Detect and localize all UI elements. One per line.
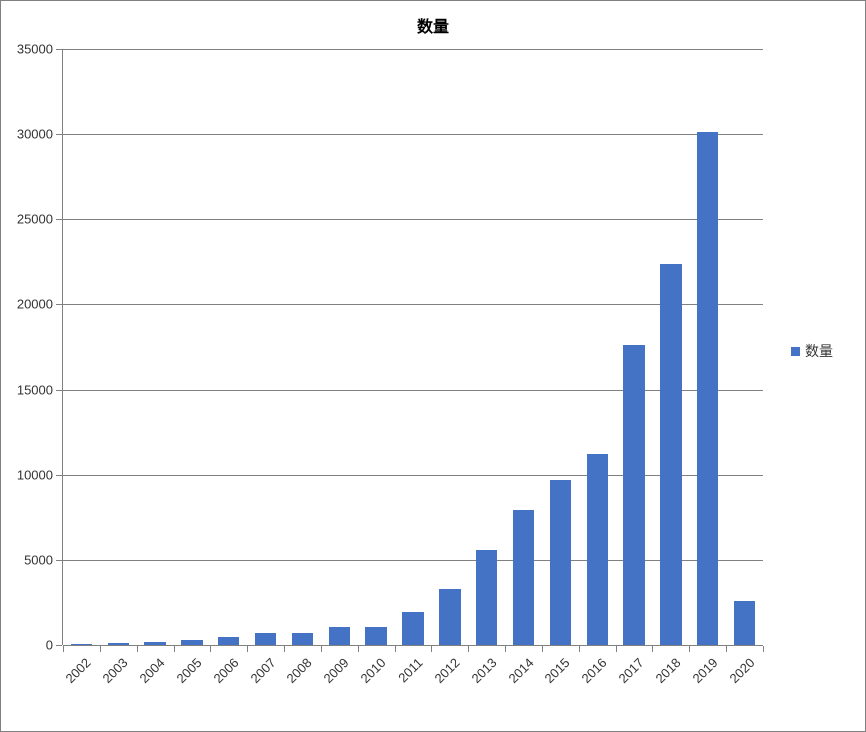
y-axis-label: 15000	[3, 382, 53, 397]
x-tick	[431, 646, 432, 652]
x-axis-line	[63, 645, 763, 646]
x-axis-label: 2011	[380, 655, 426, 701]
bar	[550, 480, 571, 645]
x-axis-label: 2005	[159, 655, 205, 701]
x-tick	[505, 646, 506, 652]
x-axis-label: 2007	[232, 655, 278, 701]
x-tick	[542, 646, 543, 652]
x-tick	[247, 646, 248, 652]
bar	[513, 510, 534, 645]
x-axis-label: 2020	[711, 655, 757, 701]
bar	[660, 264, 681, 645]
x-axis-label: 2002	[48, 655, 94, 701]
bar	[292, 633, 313, 645]
y-axis-label: 20000	[3, 297, 53, 312]
x-axis-label: 2009	[306, 655, 352, 701]
x-axis-label: 2017	[601, 655, 647, 701]
y-axis-label: 30000	[3, 127, 53, 142]
bar	[587, 454, 608, 645]
x-tick	[726, 646, 727, 652]
bar	[623, 345, 644, 645]
gridline	[63, 560, 763, 561]
bar	[255, 633, 276, 645]
x-axis-label: 2006	[195, 655, 241, 701]
x-axis-label: 2010	[343, 655, 389, 701]
x-tick	[652, 646, 653, 652]
x-tick	[63, 646, 64, 652]
x-axis-label: 2012	[416, 655, 462, 701]
x-tick	[174, 646, 175, 652]
gridline	[63, 304, 763, 305]
x-tick	[100, 646, 101, 652]
x-tick	[284, 646, 285, 652]
bar	[734, 601, 755, 645]
y-axis-label: 10000	[3, 467, 53, 482]
bar	[402, 612, 423, 645]
x-axis-label: 2019	[674, 655, 720, 701]
y-axis-label: 5000	[3, 552, 53, 567]
chart-title: 数量	[1, 13, 865, 37]
bar	[181, 640, 202, 645]
gridline	[63, 219, 763, 220]
x-axis-label: 2018	[638, 655, 684, 701]
legend-label: 数量	[805, 341, 833, 361]
y-axis-label: 0	[3, 638, 53, 653]
x-axis-label: 2013	[453, 655, 499, 701]
x-tick	[210, 646, 211, 652]
legend: 数量	[791, 341, 833, 361]
x-tick	[137, 646, 138, 652]
chart-container: 数量 数量 0 5000 10000 15000 20000 25000 30000 3500…	[0, 0, 866, 732]
bar	[697, 132, 718, 645]
bar	[218, 637, 239, 646]
x-tick	[579, 646, 580, 652]
x-tick	[321, 646, 322, 652]
x-axis-label: 2016	[564, 655, 610, 701]
y-axis-label: 35000	[3, 42, 53, 57]
bar	[329, 627, 350, 645]
x-axis-label: 2004	[122, 655, 168, 701]
bar	[365, 627, 386, 645]
gridline	[63, 390, 763, 391]
x-axis-label: 2008	[269, 655, 315, 701]
bar	[71, 644, 92, 645]
bar	[439, 589, 460, 645]
legend-swatch	[791, 347, 800, 356]
y-axis-label: 25000	[3, 212, 53, 227]
gridline	[63, 475, 763, 476]
x-tick	[395, 646, 396, 652]
y-tick	[56, 645, 62, 646]
y-axis-line	[62, 49, 63, 645]
bar	[144, 642, 165, 645]
plot-area	[63, 49, 763, 645]
x-axis-label: 2015	[527, 655, 573, 701]
gridline	[63, 49, 763, 50]
x-axis-label: 2003	[85, 655, 131, 701]
gridline	[63, 134, 763, 135]
x-tick	[616, 646, 617, 652]
x-tick	[689, 646, 690, 652]
x-axis-label: 2014	[490, 655, 536, 701]
x-tick	[763, 646, 764, 652]
bar	[476, 550, 497, 645]
bar	[108, 643, 129, 645]
x-tick	[358, 646, 359, 652]
x-tick	[468, 646, 469, 652]
